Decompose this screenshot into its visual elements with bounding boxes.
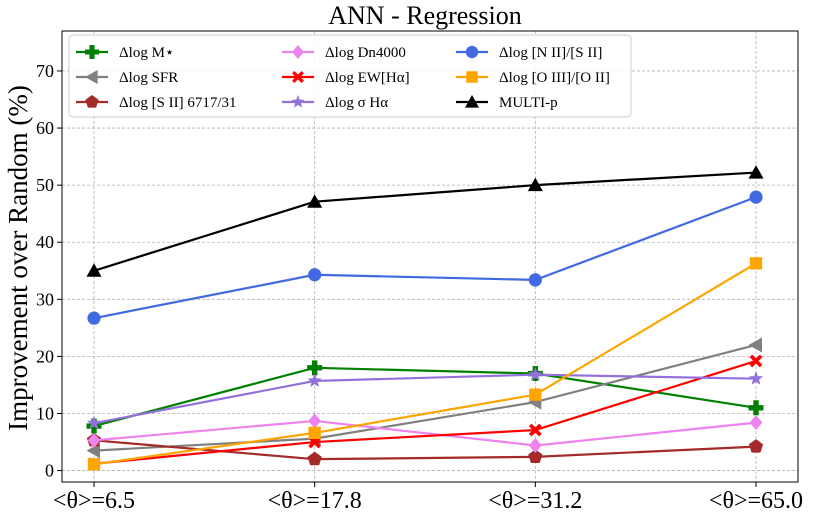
y-axis-label: Improvement over Random (%) (3, 85, 33, 431)
data-point (748, 165, 764, 179)
legend-entry-8: MULTI-p (456, 95, 558, 111)
legend-entry-1: Δlog SFR (76, 70, 178, 86)
data-point (749, 354, 763, 368)
legend-marker (292, 71, 304, 83)
series-line (93, 439, 757, 461)
legend-label: Δlog SFR (119, 70, 178, 86)
y-tick-label: 60 (36, 118, 54, 138)
plot-series (86, 165, 764, 471)
data-point (307, 360, 323, 376)
data-point (87, 458, 101, 471)
y-tick-label: 70 (36, 61, 54, 81)
legend-label: Δlog EW[Hα] (325, 70, 410, 86)
legend-label: MULTI-p (499, 95, 558, 111)
series-line (93, 171, 757, 272)
legend-label: Δlog Dn4000 (325, 45, 406, 61)
data-point (528, 449, 543, 463)
series-2 (86, 432, 764, 466)
series-line (93, 343, 757, 452)
series-8 (86, 165, 764, 277)
series-line (93, 419, 757, 447)
data-point (748, 439, 764, 453)
legend: Δlog M⋆ Δlog SFR Δlog [S II] 6717/31 Δlog D… (68, 34, 632, 118)
legend-label: Δlog σ Hα (325, 95, 388, 111)
axes: 0 10 20 30 40 50 60 70 <θ>=6.5 <θ>=17.8 <θ>=31.2 <θ… (36, 30, 803, 514)
series-line (93, 196, 757, 320)
y-tick-label: 50 (36, 175, 54, 195)
series-line (93, 373, 757, 425)
data-point (749, 190, 763, 204)
legend-marker (292, 45, 304, 59)
data-point (307, 194, 323, 208)
legend-entry-4: Δlog EW[Hα] (282, 70, 410, 86)
series-line (93, 262, 757, 466)
data-point (528, 273, 542, 287)
data-point (748, 400, 764, 416)
data-point (749, 415, 763, 431)
legend-entry-2: Δlog [S II] 6717/31 (76, 95, 237, 111)
legend-label: Δlog [N II]/[S II] (499, 45, 602, 61)
data-point (87, 311, 101, 325)
data-point (748, 371, 764, 385)
legend-entry-5: Δlog σ Hα (282, 95, 388, 111)
x-tick-label: <θ>=6.5 (53, 488, 135, 514)
legend-label: Δlog [O III]/[O II] (499, 70, 610, 86)
legend-marker (465, 95, 479, 108)
data-point (308, 268, 322, 282)
legend-entry-0: Δlog M⋆ (76, 45, 174, 61)
data-point (86, 415, 102, 430)
data-point (307, 451, 322, 466)
x-tick-label: <θ>=31.2 (488, 488, 582, 514)
y-tick-label: 40 (36, 232, 54, 252)
x-tick-label: <θ>=65.0 (709, 488, 803, 514)
series-0 (86, 360, 764, 434)
data-point (307, 373, 322, 388)
data-point (528, 423, 542, 437)
legend-label: Δlog [S II] 6717/31 (119, 95, 237, 111)
series-6 (87, 190, 763, 325)
legend-entry-3: Δlog Dn4000 (282, 45, 406, 61)
y-tick-label: 10 (36, 403, 54, 423)
series-line (93, 366, 757, 428)
series-4 (87, 354, 763, 471)
legend-marker (465, 45, 479, 59)
data-point (87, 432, 101, 448)
data-point (86, 443, 100, 459)
legend-box (68, 34, 632, 118)
data-point (528, 367, 543, 381)
legend-entry-7: Δlog [O III]/[O II] (456, 70, 610, 86)
data-point (748, 337, 762, 353)
data-point (308, 426, 321, 440)
legend-label: Δlog M⋆ (119, 45, 174, 61)
y-tick-label: 0 (45, 461, 54, 481)
series-5 (86, 367, 764, 430)
y-tick-label: 20 (36, 346, 54, 366)
data-point (749, 257, 763, 270)
legend-entry-6: Δlog [N II]/[S II] (456, 45, 602, 61)
legend-marker (85, 45, 100, 59)
data-point (86, 263, 102, 277)
chart-title: ANN - Regression (328, 1, 522, 30)
legend-marker (85, 70, 98, 84)
series-line (93, 359, 757, 465)
series-1 (86, 337, 762, 459)
data-point (527, 177, 543, 192)
series-7 (87, 257, 763, 471)
legend-marker (85, 95, 99, 108)
data-point (528, 437, 542, 453)
data-point (529, 388, 542, 401)
plot-frame (61, 30, 799, 483)
series-3 (87, 413, 763, 453)
legend-marker (291, 95, 305, 108)
x-tick-label: <θ>=17.8 (268, 488, 362, 514)
y-tick-label: 30 (36, 289, 54, 309)
data-point (308, 413, 322, 429)
legend-marker (466, 71, 478, 83)
